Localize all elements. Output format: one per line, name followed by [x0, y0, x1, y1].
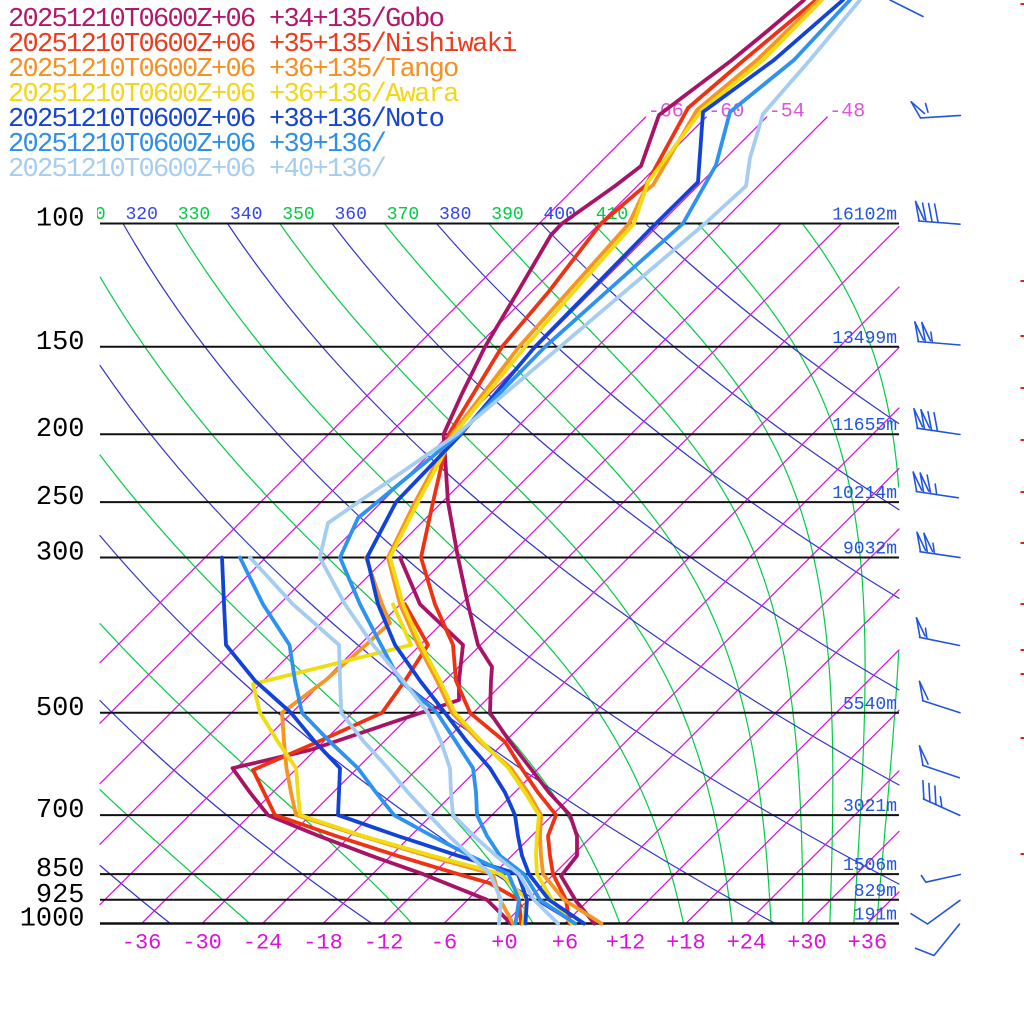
svg-text:310: 310 [73, 205, 105, 225]
svg-text:20251210T0600Z+06 +38+136/Noto: 20251210T0600Z+06 +38+136/Noto [8, 105, 444, 135]
svg-text:350: 350 [282, 205, 314, 225]
svg-text:20251210T0600Z+06 +34+135/Gobo: 20251210T0600Z+06 +34+135/Gobo [8, 5, 444, 35]
svg-text:200: 200 [36, 415, 85, 445]
svg-text:850: 850 [36, 855, 85, 885]
svg-text:360: 360 [335, 205, 367, 225]
svg-text:20251210T0600Z+06 +35+135/Nish: 20251210T0600Z+06 +35+135/Nishiwaki [8, 30, 516, 60]
svg-text:+24: +24 [727, 931, 767, 956]
svg-text:700: 700 [36, 796, 85, 826]
svg-text:-18: -18 [303, 931, 343, 956]
svg-text:-12: -12 [364, 931, 404, 956]
svg-text:370: 370 [387, 205, 419, 225]
svg-text:10214m: 10214m [832, 484, 897, 504]
svg-text:9032m: 9032m [843, 540, 897, 560]
svg-text:320: 320 [126, 205, 158, 225]
svg-text:925: 925 [36, 881, 85, 911]
svg-text:380: 380 [439, 205, 471, 225]
svg-text:3021m: 3021m [843, 797, 897, 817]
svg-text:150: 150 [36, 328, 85, 358]
svg-text:+30: +30 [787, 931, 827, 956]
svg-text:20251210T0600Z+06 +36+135/Tang: 20251210T0600Z+06 +36+135/Tango [8, 55, 458, 85]
svg-text:250: 250 [36, 483, 85, 513]
svg-text:-30: -30 [182, 931, 222, 956]
svg-text:340: 340 [230, 205, 262, 225]
svg-text:+18: +18 [666, 931, 706, 956]
svg-text:300: 300 [36, 539, 85, 569]
svg-text:1506m: 1506m [843, 856, 897, 876]
svg-text:500: 500 [36, 694, 85, 724]
svg-text:191m: 191m [854, 906, 897, 926]
svg-text:+36: +36 [848, 931, 888, 956]
svg-text:1000: 1000 [20, 905, 85, 935]
svg-text:-54: -54 [769, 101, 805, 124]
svg-text:330: 330 [178, 205, 210, 225]
svg-text:16102m: 16102m [832, 206, 897, 226]
svg-text:-36: -36 [122, 931, 162, 956]
svg-text:11655m: 11655m [832, 416, 897, 436]
svg-text:+6: +6 [552, 931, 578, 956]
svg-text:13499m: 13499m [832, 329, 897, 349]
svg-text:-24: -24 [243, 931, 283, 956]
svg-text:5540m: 5540m [843, 695, 897, 715]
svg-text:-6: -6 [431, 931, 457, 956]
svg-text:20251210T0600Z+06 +39+136/: 20251210T0600Z+06 +39+136/ [8, 130, 386, 160]
svg-text:100: 100 [36, 205, 85, 235]
svg-text:+0: +0 [491, 931, 517, 956]
svg-text:390: 390 [491, 205, 523, 225]
svg-text:20251210T0600Z+06 +40+136/: 20251210T0600Z+06 +40+136/ [8, 155, 386, 185]
svg-text:+12: +12 [606, 931, 646, 956]
svg-text:-48: -48 [829, 101, 865, 124]
svg-text:20251210T0600Z+06 +36+136/Awar: 20251210T0600Z+06 +36+136/Awara [8, 80, 459, 110]
svg-text:829m: 829m [854, 882, 897, 902]
